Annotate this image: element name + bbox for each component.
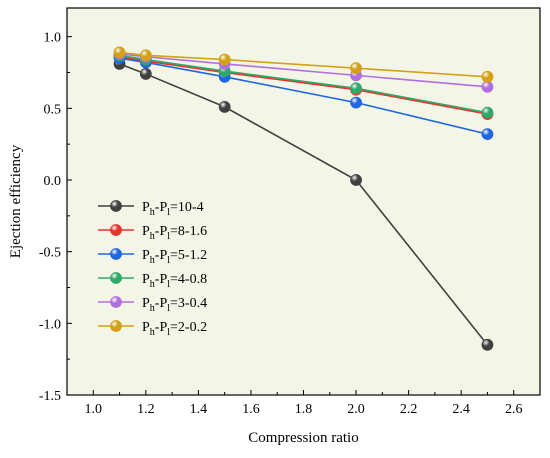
y-axis-title: Ejection efficiency bbox=[8, 144, 24, 258]
series-5 bbox=[113, 46, 494, 83]
legend-label: Ph-Pl=10-4 bbox=[142, 200, 204, 218]
data-point bbox=[218, 53, 231, 66]
data-point bbox=[350, 82, 362, 95]
data-point bbox=[481, 338, 494, 351]
legend-label: Ph-Pl=3-0.4 bbox=[142, 296, 207, 314]
plot-area bbox=[66, 7, 541, 396]
legend: Ph-Pl=10-4 Ph-Pl=8-1.6 Ph-Pl=5-1.2 Ph-Pl=4-… bbox=[98, 200, 207, 338]
legend-item: Ph-Pl=4-0.8 bbox=[98, 272, 207, 290]
legend-marker bbox=[110, 296, 122, 308]
legend-label: Ph-Pl=2-0.2 bbox=[142, 320, 207, 338]
legend-marker bbox=[110, 200, 122, 212]
data-point bbox=[350, 96, 362, 109]
x-tick-label: 1.8 bbox=[295, 402, 313, 417]
x-tick-label: 2.0 bbox=[347, 402, 365, 417]
x-tick-label: 1.4 bbox=[190, 402, 208, 417]
data-point bbox=[481, 70, 494, 83]
data-point bbox=[139, 68, 152, 80]
data-point bbox=[218, 101, 231, 113]
series-0 bbox=[113, 58, 494, 351]
data-point bbox=[481, 106, 494, 119]
axis-ticks: 1.0 1.2 1.4 1.6 1.8 2.0 2.2 2.4 2.6 -1.5 -1.0 -0.5 0… bbox=[39, 31, 523, 417]
x-tick-label: 1.0 bbox=[85, 402, 103, 417]
x-tick-label: 2.6 bbox=[505, 402, 523, 417]
data-point bbox=[350, 174, 362, 186]
data-point bbox=[350, 62, 362, 75]
legend-marker bbox=[110, 224, 122, 236]
y-tick-label: -1.5 bbox=[39, 389, 61, 404]
data-point bbox=[481, 80, 494, 93]
x-tick-label: 1.2 bbox=[137, 402, 155, 417]
x-tick-label: 2.4 bbox=[452, 402, 470, 417]
legend-marker bbox=[110, 320, 122, 332]
y-tick-label: 1.0 bbox=[44, 31, 62, 46]
legend-label: Ph-Pl=4-0.8 bbox=[142, 272, 207, 290]
y-tick-label: -1.0 bbox=[39, 317, 61, 332]
x-axis-title: Compression ratio bbox=[248, 430, 358, 446]
data-point bbox=[139, 49, 152, 62]
data-point bbox=[113, 46, 126, 59]
legend-marker bbox=[110, 248, 122, 260]
legend-label: Ph-Pl=5-1.2 bbox=[142, 248, 207, 266]
series-lines bbox=[113, 46, 494, 351]
x-tick-label: 2.2 bbox=[400, 402, 418, 417]
x-tick-label: 1.6 bbox=[242, 402, 260, 417]
legend-item: Ph-Pl=8-1.6 bbox=[98, 224, 207, 242]
legend-label: Ph-Pl=8-1.6 bbox=[142, 224, 207, 242]
y-tick-label: 0.0 bbox=[44, 174, 62, 189]
data-point bbox=[481, 128, 494, 141]
legend-item: Ph-Pl=10-4 bbox=[98, 200, 204, 218]
legend-item: Ph-Pl=5-1.2 bbox=[98, 248, 207, 266]
y-tick-label: -0.5 bbox=[39, 246, 61, 261]
legend-marker bbox=[110, 272, 122, 284]
legend-item: Ph-Pl=3-0.4 bbox=[98, 296, 207, 314]
legend-item: Ph-Pl=2-0.2 bbox=[98, 320, 207, 338]
y-tick-label: 0.5 bbox=[44, 102, 62, 117]
